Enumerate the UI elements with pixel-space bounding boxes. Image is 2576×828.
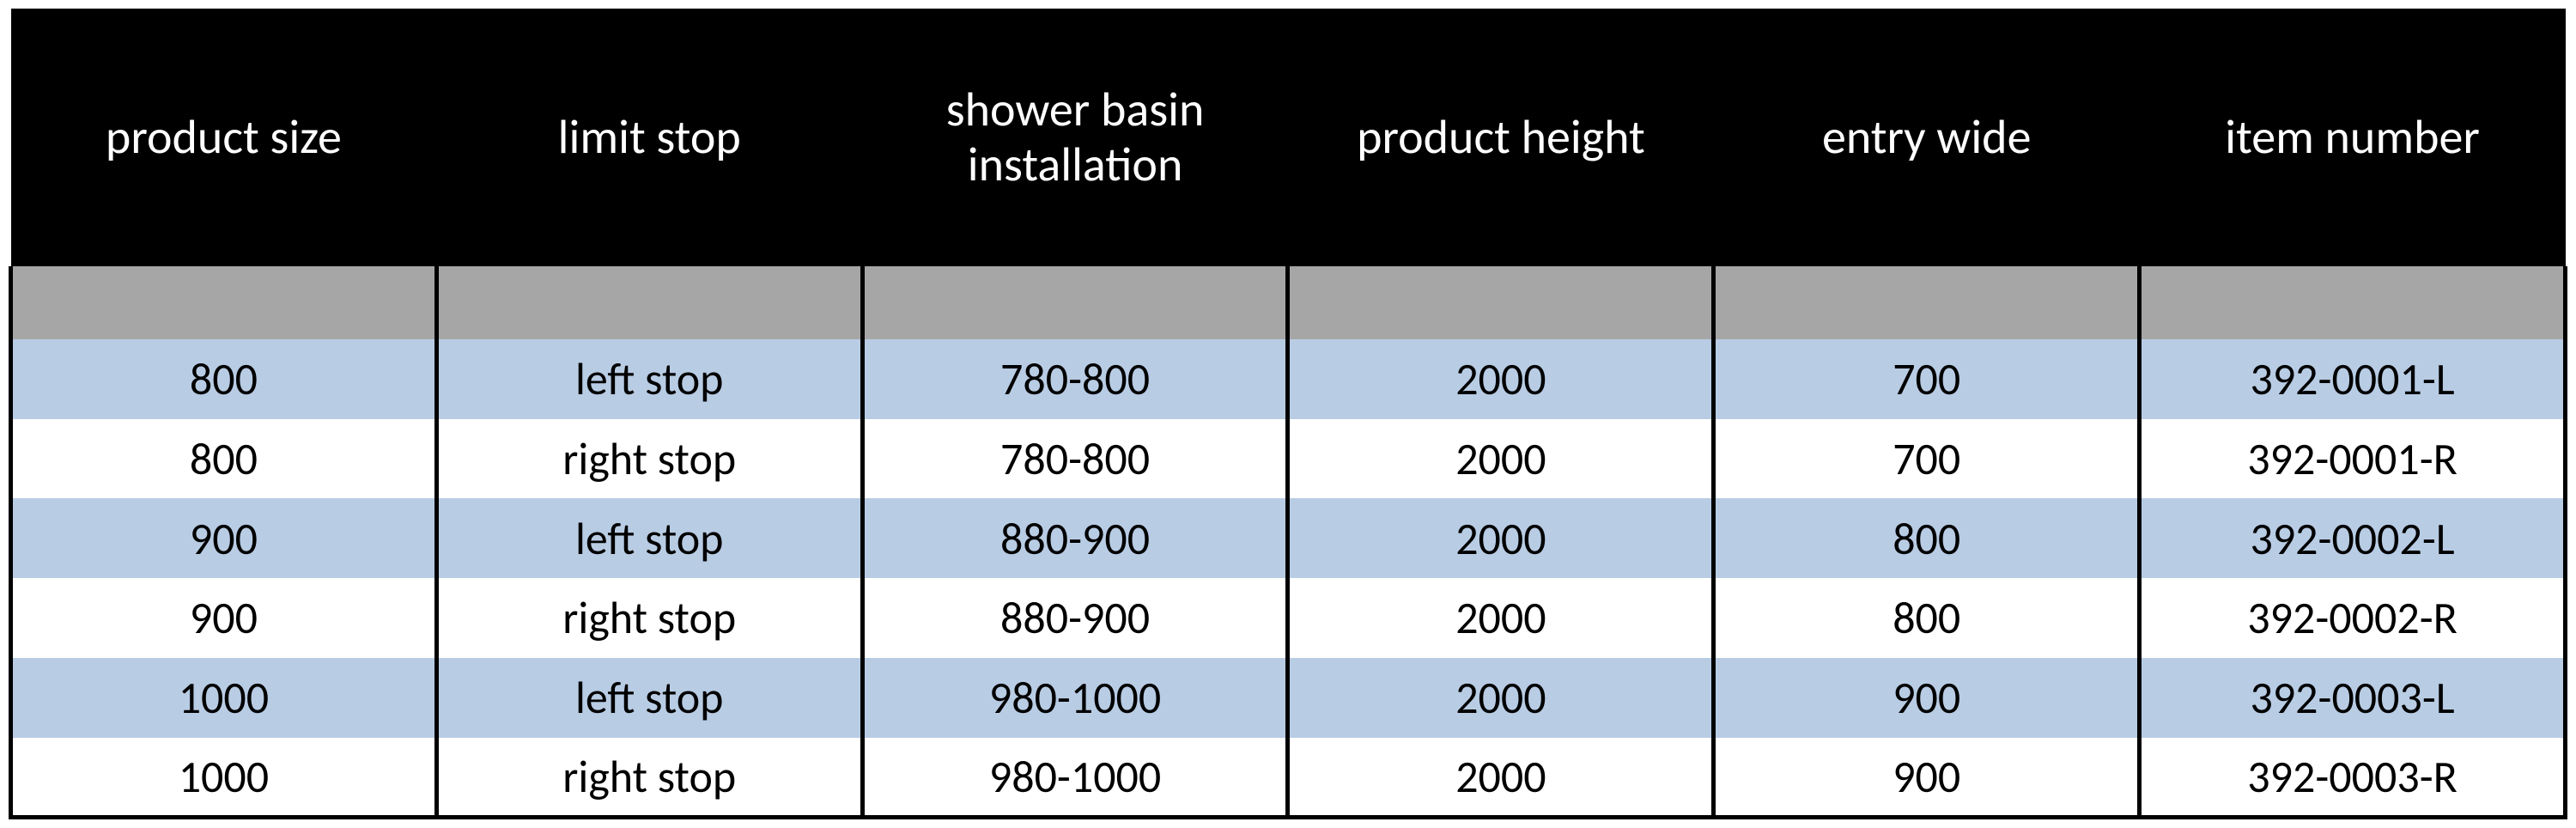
product-spec-table-container: product size limit stop shower basin ins… [0, 0, 2576, 828]
cell-shower-basin-installation: 980-1000 [862, 738, 1288, 818]
cell-product-height: 2000 [1288, 339, 1714, 419]
cell-entry-wide: 900 [1714, 738, 2140, 818]
cell-limit-stop: left stop [436, 658, 862, 738]
table-row: 1000 right stop 980-1000 2000 900 392-00… [11, 738, 2566, 818]
cell-shower-basin-installation: 780-800 [862, 339, 1288, 419]
cell-limit-stop: left stop [436, 498, 862, 578]
header-row: product size limit stop shower basin ins… [11, 9, 2566, 266]
cell-shower-basin-installation: 880-900 [862, 578, 1288, 658]
table-row: 800 left stop 780-800 2000 700 392-0001-… [11, 339, 2566, 419]
cell-limit-stop: right stop [436, 419, 862, 499]
cell-product-size: 1000 [11, 658, 437, 738]
cell-product-size: 800 [11, 419, 437, 499]
cell-entry-wide: 800 [1714, 578, 2140, 658]
cell-shower-basin-installation: 780-800 [862, 419, 1288, 499]
cell-limit-stop: left stop [436, 339, 862, 419]
cell-shower-basin-installation: 980-1000 [862, 658, 1288, 738]
col-header-limit-stop: limit stop [436, 9, 862, 266]
cell-entry-wide: 700 [1714, 419, 2140, 499]
cell-product-height: 2000 [1288, 578, 1714, 658]
cell-item-number: 392-0002-R [2140, 578, 2566, 658]
cell-item-number: 392-0003-L [2140, 658, 2566, 738]
spacer-cell [436, 266, 862, 339]
spacer-cell [862, 266, 1288, 339]
table-row: 800 right stop 780-800 2000 700 392-0001… [11, 419, 2566, 499]
table-header: product size limit stop shower basin ins… [11, 9, 2566, 266]
spacer-cell [1714, 266, 2140, 339]
cell-shower-basin-installation: 880-900 [862, 498, 1288, 578]
cell-item-number: 392-0002-L [2140, 498, 2566, 578]
col-header-entry-wide: entry wide [1714, 9, 2140, 266]
col-header-item-number: item number [2140, 9, 2566, 266]
cell-product-height: 2000 [1288, 419, 1714, 499]
cell-entry-wide: 700 [1714, 339, 2140, 419]
cell-item-number: 392-0001-R [2140, 419, 2566, 499]
table-body: 800 left stop 780-800 2000 700 392-0001-… [11, 266, 2566, 818]
cell-limit-stop: right stop [436, 578, 862, 658]
table-row: 900 right stop 880-900 2000 800 392-0002… [11, 578, 2566, 658]
cell-product-size: 900 [11, 498, 437, 578]
cell-product-height: 2000 [1288, 658, 1714, 738]
spacer-cell [2140, 266, 2566, 339]
product-spec-table: product size limit stop shower basin ins… [9, 9, 2567, 819]
spacer-row [11, 266, 2566, 339]
table-row: 900 left stop 880-900 2000 800 392-0002-… [11, 498, 2566, 578]
cell-product-size: 900 [11, 578, 437, 658]
cell-limit-stop: right stop [436, 738, 862, 818]
spacer-cell [11, 266, 437, 339]
cell-product-height: 2000 [1288, 498, 1714, 578]
spacer-cell [1288, 266, 1714, 339]
cell-product-size: 1000 [11, 738, 437, 818]
col-header-product-height: product height [1288, 9, 1714, 266]
cell-item-number: 392-0003-R [2140, 738, 2566, 818]
table-row: 1000 left stop 980-1000 2000 900 392-000… [11, 658, 2566, 738]
cell-product-height: 2000 [1288, 738, 1714, 818]
cell-item-number: 392-0001-L [2140, 339, 2566, 419]
cell-entry-wide: 800 [1714, 498, 2140, 578]
cell-entry-wide: 900 [1714, 658, 2140, 738]
col-header-shower-basin-installation: shower basin installation [862, 9, 1288, 266]
col-header-product-size: product size [11, 9, 437, 266]
cell-product-size: 800 [11, 339, 437, 419]
